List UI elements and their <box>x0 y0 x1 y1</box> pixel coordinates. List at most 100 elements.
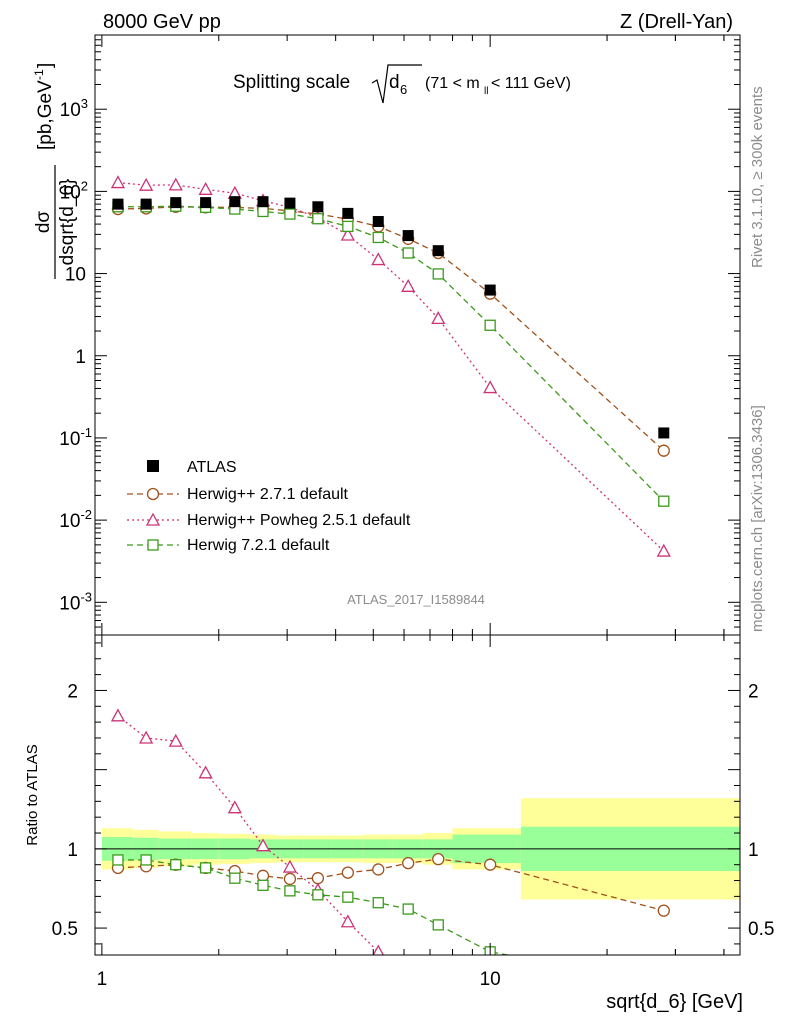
y-tick-label: 10-1 <box>59 425 92 450</box>
series-point-herwigpp-powheg <box>483 380 498 394</box>
atlas-data-point <box>402 230 414 242</box>
ratio-y-tick-label-right: 1 <box>748 840 759 861</box>
ratio-y-tick-label-right: 2 <box>748 681 759 702</box>
legend-item-atlas: ATLAS <box>147 459 237 476</box>
ratio-point-herwig-721 <box>284 885 296 897</box>
legend-marker-herwigpp-powheg <box>145 512 161 526</box>
main-plot-panel: 10-3 10-2 10-1 1 10 102 103 Splitting scale d … <box>32 34 741 636</box>
series-point-herwig-721 <box>372 231 384 244</box>
ratio-point-herwigpp-powheg <box>168 733 183 747</box>
ratio-point-herwigpp-271 <box>657 904 670 917</box>
series-point-herwigpp-powheg <box>139 177 154 191</box>
atlas-data-point <box>200 197 212 209</box>
y-tick-label: 102 <box>60 178 88 203</box>
ratio-point-herwigpp-271 <box>311 872 325 885</box>
ratio-point-herwigpp-271 <box>341 866 354 879</box>
sqrt-symbol-icon <box>371 64 422 104</box>
ratio-point-herwig-721 <box>199 862 212 874</box>
series-point-herwigpp-powheg <box>371 252 386 266</box>
atlas-data-point <box>284 197 296 209</box>
ratio-point-herwig-721 <box>140 854 152 866</box>
series-point-herwigpp-powheg <box>198 181 213 195</box>
legend-label-herwig-721: Herwig 7.2.1 default <box>187 537 330 554</box>
plot-title-variable: d <box>389 72 400 93</box>
ratio-point-herwigpp-271 <box>432 853 445 866</box>
ratio-y-tick-label-left: 1 <box>67 840 78 861</box>
series-point-herwigpp-271 <box>657 444 670 457</box>
atlas-data-point <box>257 196 269 208</box>
x-tick-labels: 1 10 <box>97 969 501 990</box>
series-point-herwig-721 <box>402 247 414 259</box>
main-plot-data <box>110 175 671 557</box>
ratio-y-tick-label-left: 2 <box>67 681 78 702</box>
ratio-point-herwigpp-powheg <box>340 914 355 928</box>
ratio-point-herwig-721 <box>402 903 414 915</box>
header-left-label: 8000 GeV pp <box>103 11 221 33</box>
y-tick-label: 10 <box>65 265 86 286</box>
plot-title-subscript: 6 <box>400 82 407 97</box>
series-point-herwigpp-powheg <box>656 543 671 557</box>
legend-label-herwigpp-powheg: Herwig++ Powheg 2.5.1 default <box>187 512 411 529</box>
plot-title-range-end: < 111 GeV) <box>491 75 571 92</box>
legend-item-herwigpp-271: Herwig++ 2.7.1 default <box>127 486 349 503</box>
series-point-herwig-721 <box>284 208 296 220</box>
ratio-point-herwig-721 <box>170 859 182 871</box>
plot-title: Splitting scale d 6 (71 < m ll < 111 GeV… <box>233 64 571 104</box>
header-right-label: Z (Drell-Yan) <box>620 11 733 33</box>
atlas-data-point <box>658 427 670 439</box>
series-point-herwig-721 <box>312 213 324 225</box>
atlas-data-point <box>432 245 444 257</box>
plot-title-main: Splitting scale <box>233 72 350 93</box>
plot-title-range-start: (71 < m <box>425 75 480 92</box>
ratio-y-axis-label: Ratio to ATLAS <box>24 744 41 845</box>
series-point-herwig-721 <box>432 268 444 280</box>
series-line-herwigpp-271 <box>117 206 665 452</box>
atlas-data-point <box>112 198 124 210</box>
series-point-herwigpp-powheg <box>401 278 416 292</box>
x-tick-label: 10 <box>480 969 501 990</box>
x-tick-label: 1 <box>97 969 108 990</box>
ratio-y-tick-labels: 0.5 0.5 1 1 2 2 <box>52 681 775 940</box>
analysis-id-label: ATLAS_2017_I1589844 <box>347 592 485 607</box>
legend-item-herwigpp-powheg: Herwig++ Powheg 2.5.1 default <box>127 512 411 529</box>
ratio-panel: 0.5 0.5 1 1 2 2 1 10 Ratio to ATLAS sqrt{d_6} … <box>24 634 775 1013</box>
ratio-point-herwigpp-271 <box>283 872 297 886</box>
ratio-point-herwig-721 <box>257 879 269 891</box>
series-point-herwig-721 <box>658 495 670 507</box>
ratio-plot-data <box>110 708 670 955</box>
ratio-point-herwig-721 <box>112 854 124 866</box>
y-axis-label-unit-exponent: -1 <box>32 69 46 80</box>
ratio-point-herwig-721 <box>342 891 354 903</box>
atlas-data-point <box>312 201 324 213</box>
y-tick-label: 103 <box>60 96 88 121</box>
plot-title-range-subscript: ll <box>484 86 488 97</box>
legend-label-atlas: ATLAS <box>187 459 237 476</box>
ratio-plot-frame <box>94 634 741 956</box>
ratio-point-herwigpp-powheg <box>255 838 271 852</box>
ratio-point-herwig-721 <box>229 872 241 884</box>
atlas-data-point <box>170 197 182 209</box>
ratio-point-herwig-721 <box>372 897 384 909</box>
series-point-herwig-721 <box>342 220 354 233</box>
ratio-point-herwigpp-271 <box>372 863 385 876</box>
legend-marker-atlas <box>147 460 159 472</box>
y-axis-label-numerator: dσ <box>33 211 54 234</box>
ratio-point-herwigpp-powheg <box>282 859 298 873</box>
legend-marker-herwigpp-271 <box>146 487 160 501</box>
atlas-data-point <box>372 216 384 228</box>
ratio-point-herwigpp-powheg <box>227 800 242 814</box>
series-point-herwig-721 <box>484 319 496 331</box>
series-point-herwigpp-powheg <box>340 227 355 241</box>
ratio-y-tick-label-left: 0.5 <box>52 919 78 940</box>
legend-label-herwigpp-271: Herwig++ 2.7.1 default <box>187 486 349 503</box>
series-point-herwigpp-powheg <box>431 311 446 325</box>
atlas-data-point <box>229 196 241 208</box>
x-axis-label: sqrt{d_6} [GeV] <box>606 991 743 1013</box>
ratio-point-herwigpp-powheg <box>110 708 126 722</box>
y-axis-label-denominator: dsqrt{d_6} <box>57 179 78 266</box>
ratio-point-herwigpp-powheg <box>372 944 385 955</box>
atlas-data-point <box>140 198 152 210</box>
ratio-point-herwigpp-powheg <box>198 765 213 779</box>
ratio-uncertainty-bands <box>95 798 740 900</box>
